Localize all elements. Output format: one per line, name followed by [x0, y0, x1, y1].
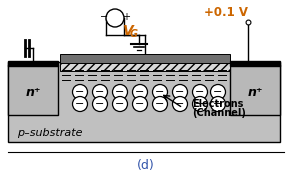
Circle shape	[93, 96, 107, 111]
Text: −: −	[155, 100, 165, 109]
Text: −: −	[95, 100, 105, 109]
Circle shape	[173, 96, 187, 111]
Circle shape	[192, 85, 208, 100]
Text: +0.1 V: +0.1 V	[204, 5, 248, 18]
Circle shape	[211, 85, 225, 100]
Text: −: −	[195, 87, 205, 98]
Text: V: V	[123, 24, 134, 38]
Text: −: −	[195, 100, 205, 109]
Text: −: −	[175, 100, 185, 109]
Circle shape	[152, 85, 168, 100]
Text: −: −	[135, 100, 145, 109]
Text: −: −	[135, 87, 145, 98]
Circle shape	[133, 85, 147, 100]
Circle shape	[152, 96, 168, 111]
Bar	[230, 61, 280, 66]
Text: +: +	[122, 12, 130, 22]
Text: n⁺: n⁺	[247, 87, 263, 100]
Circle shape	[72, 85, 88, 100]
Text: −: −	[75, 100, 85, 109]
Text: −: −	[115, 87, 125, 98]
Text: −: −	[213, 87, 223, 98]
Circle shape	[106, 9, 124, 27]
Text: (Channel): (Channel)	[192, 108, 246, 118]
Bar	[60, 63, 230, 71]
Circle shape	[93, 85, 107, 100]
Text: −: −	[100, 12, 108, 22]
Text: (d): (d)	[137, 158, 155, 171]
Bar	[230, 65, 280, 115]
Text: n⁺: n⁺	[25, 87, 41, 100]
Text: p–substrate: p–substrate	[17, 128, 83, 138]
Circle shape	[72, 96, 88, 111]
Circle shape	[173, 85, 187, 100]
Bar	[60, 54, 230, 63]
Text: G: G	[130, 29, 138, 39]
Bar	[8, 62, 280, 142]
Circle shape	[112, 85, 128, 100]
Bar	[8, 65, 58, 115]
Bar	[8, 61, 58, 66]
Circle shape	[211, 96, 225, 111]
Text: −: −	[75, 87, 85, 98]
Circle shape	[112, 96, 128, 111]
Circle shape	[192, 96, 208, 111]
Text: Electrons: Electrons	[192, 99, 243, 109]
Text: −: −	[115, 100, 125, 109]
Text: −: −	[175, 87, 185, 98]
Circle shape	[133, 96, 147, 111]
Text: −: −	[155, 87, 165, 98]
Text: −: −	[213, 100, 223, 109]
Text: −: −	[95, 87, 105, 98]
